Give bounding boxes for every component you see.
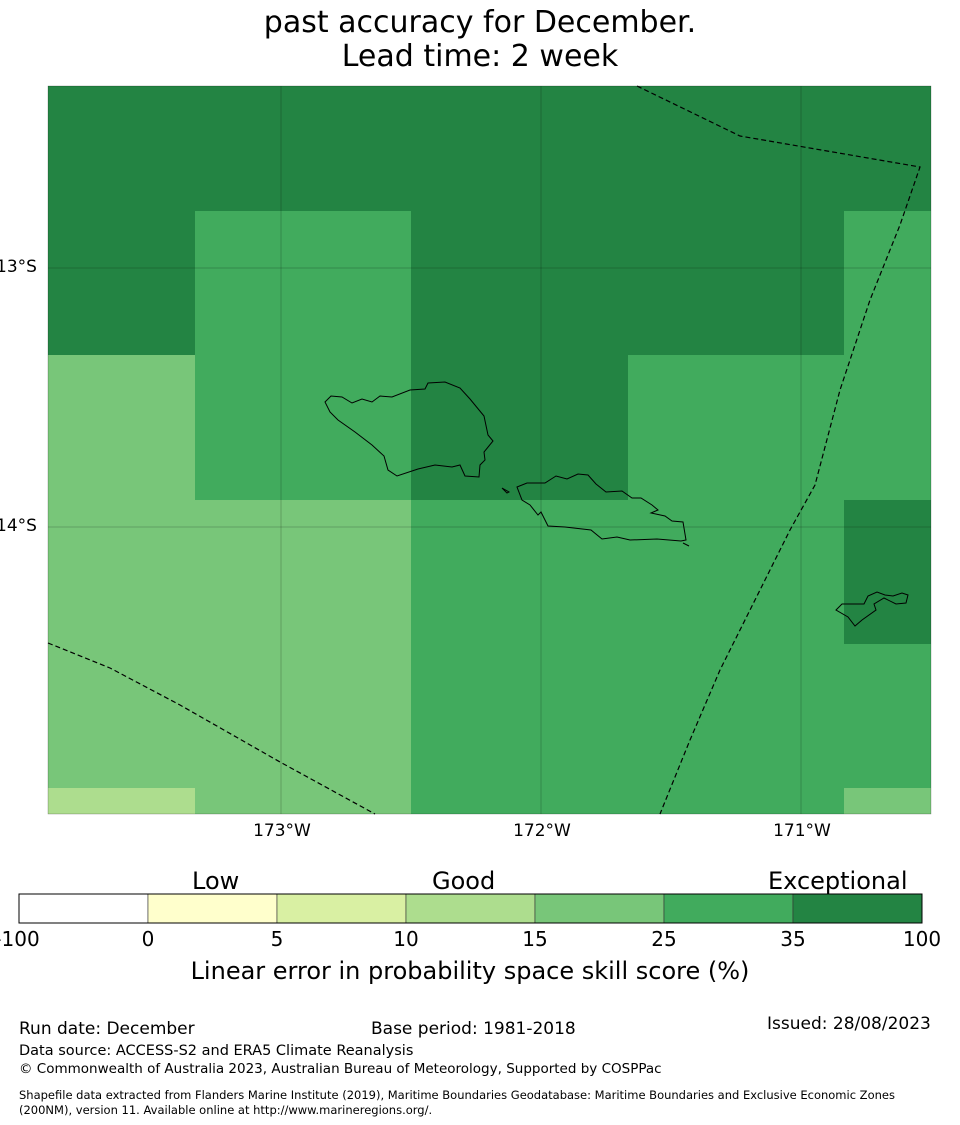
colorbar-tick-25: 25 <box>651 927 677 951</box>
data-source: Data source: ACCESS-S2 and ERA5 Climate … <box>19 1043 414 1059</box>
skill-cell <box>844 211 931 500</box>
colorbar-svg <box>18 893 923 924</box>
base-period: Base period: 1981-2018 <box>371 1019 576 1039</box>
lat-label-14s: 14°S <box>0 516 37 536</box>
run-date: Run date: December <box>19 1019 195 1039</box>
skill-cell <box>844 644 931 788</box>
colorbar-tick-100: 100 <box>902 927 942 951</box>
map-frame <box>47 85 932 815</box>
colorbar-swatch <box>147 893 278 924</box>
map-title-line-1: past accuracy for December. <box>263 5 697 40</box>
coastline-manono <box>501 487 511 494</box>
map-svg <box>47 85 932 815</box>
colorbar-swatch <box>534 893 665 924</box>
lon-label-171w: 171°W <box>773 821 831 841</box>
colorbar-swatches <box>18 893 923 924</box>
skill-cell <box>195 211 411 500</box>
colorbar-category-good: Good <box>432 867 496 895</box>
issued-date: Issued: 28/08/2023 <box>767 1014 931 1034</box>
skill-cell <box>628 355 844 500</box>
lon-label-172w: 172°W <box>513 821 571 841</box>
colorbar-category-exceptional: Exceptional <box>768 867 908 895</box>
colorbar-swatch <box>18 893 149 924</box>
shapefile-credit-line-2: (200NM), version 11. Available online at… <box>19 1103 433 1117</box>
eez-boundary-east <box>636 85 921 815</box>
coastline-savaii <box>324 381 494 478</box>
skill-cell <box>411 355 628 500</box>
colorbar-swatch <box>792 893 923 924</box>
copyright-notice: © Commonwealth of Australia 2023, Austra… <box>19 1061 662 1077</box>
lon-label-173w: 173°W <box>253 821 311 841</box>
coastline-tutuila <box>835 591 909 627</box>
colorbar-tick-15: 15 <box>522 927 548 951</box>
colorbar-tick-5: 5 <box>270 927 284 951</box>
coastline-upolu <box>516 473 687 542</box>
skill-cell <box>411 211 844 355</box>
map-title-line-2: Lead time: 2 week <box>341 39 619 74</box>
map-area: 13°S 14°S 173°W 172°W 171°W <box>0 85 932 841</box>
skill-cell <box>411 500 844 814</box>
colorbar-tick-10: 10 <box>393 927 419 951</box>
colorbar-swatch <box>276 893 407 924</box>
eez-boundary-southwest <box>47 642 376 815</box>
skill-cell <box>48 86 931 211</box>
colorbar-tick-35: 35 <box>780 927 806 951</box>
graticule <box>48 86 931 814</box>
colorbar-frame <box>18 893 923 924</box>
colorbar-swatch <box>405 893 536 924</box>
eez-boundaries <box>47 85 921 815</box>
skill-cell <box>48 211 195 355</box>
skill-cell <box>48 788 195 814</box>
colorbar-label: Linear error in probability space skill … <box>190 957 750 985</box>
colorbar-swatch <box>663 893 794 924</box>
colorbar-tick-neg100: -100 <box>0 927 40 951</box>
skill-cell <box>48 355 195 788</box>
skill-cell <box>844 500 931 644</box>
skill-cell <box>195 500 411 814</box>
coastlines <box>324 381 909 627</box>
colorbar-category-low: Low <box>192 867 240 895</box>
lat-label-13s: 13°S <box>0 257 37 277</box>
skill-grid <box>48 86 931 814</box>
shapefile-credit-line-1: Shapefile data extracted from Flanders M… <box>19 1088 895 1102</box>
skill-cell <box>844 788 931 814</box>
colorbar-tick-0: 0 <box>141 927 155 951</box>
